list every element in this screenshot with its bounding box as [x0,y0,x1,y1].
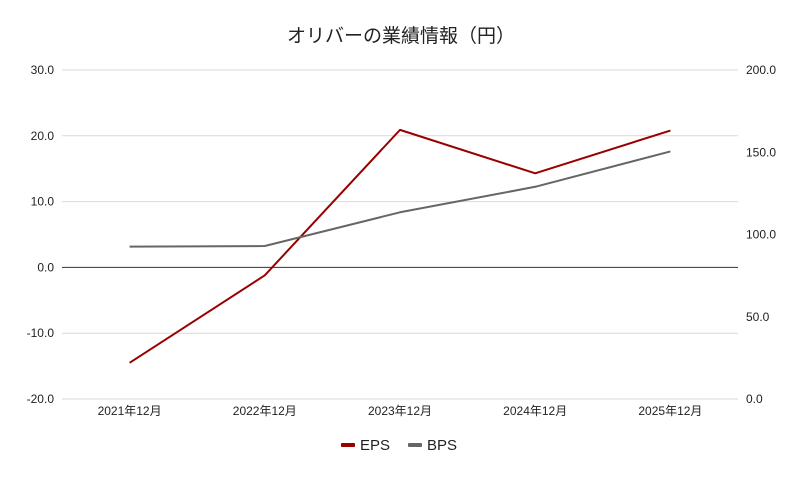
left-tick-label: 20.0 [31,129,55,143]
right-tick-label: 0.0 [746,392,763,406]
series-layer [129,128,671,364]
legend-item-bps[interactable]: BPS [408,437,457,454]
right-tick-label: 150.0 [746,145,776,159]
x-tick-label: 2022年12月 [233,404,297,418]
left-tick-label: 30.0 [31,63,55,77]
x-tick-label: 2023年12月 [368,404,432,418]
x-tick-label: 2021年12月 [98,404,162,418]
series-line-bps [129,150,671,248]
legend-swatch [408,443,422,447]
legend-label: BPS [427,437,457,454]
left-tick-label: -10.0 [27,326,55,340]
left-tick-label: 10.0 [31,195,55,209]
left-axis: 30.0 20.0 10.0 0.0 -10.0 -20.0 [27,63,55,406]
legend-item-eps[interactable]: EPS [341,437,390,454]
chart-title: オリバーの業績情報（円） [287,25,515,47]
x-tick-label: 2025年12月 [638,404,702,418]
x-axis: 2021年12月 2022年12月 2023年12月 2024年12月 2025年12月 [98,404,703,418]
right-tick-label: 100.0 [746,228,776,242]
right-tick-label: 50.0 [746,310,770,324]
right-tick-label: 200.0 [746,63,776,77]
left-tick-label: 0.0 [37,260,54,274]
right-axis: 200.0 150.0 100.0 50.0 0.0 [746,63,776,406]
grid-layer [62,69,738,400]
legend-label: EPS [360,437,390,454]
left-tick-label: -20.0 [27,392,55,406]
legend-swatch [341,443,355,447]
legend[interactable]: EPS BPS [341,437,457,454]
x-tick-label: 2024年12月 [503,404,567,418]
